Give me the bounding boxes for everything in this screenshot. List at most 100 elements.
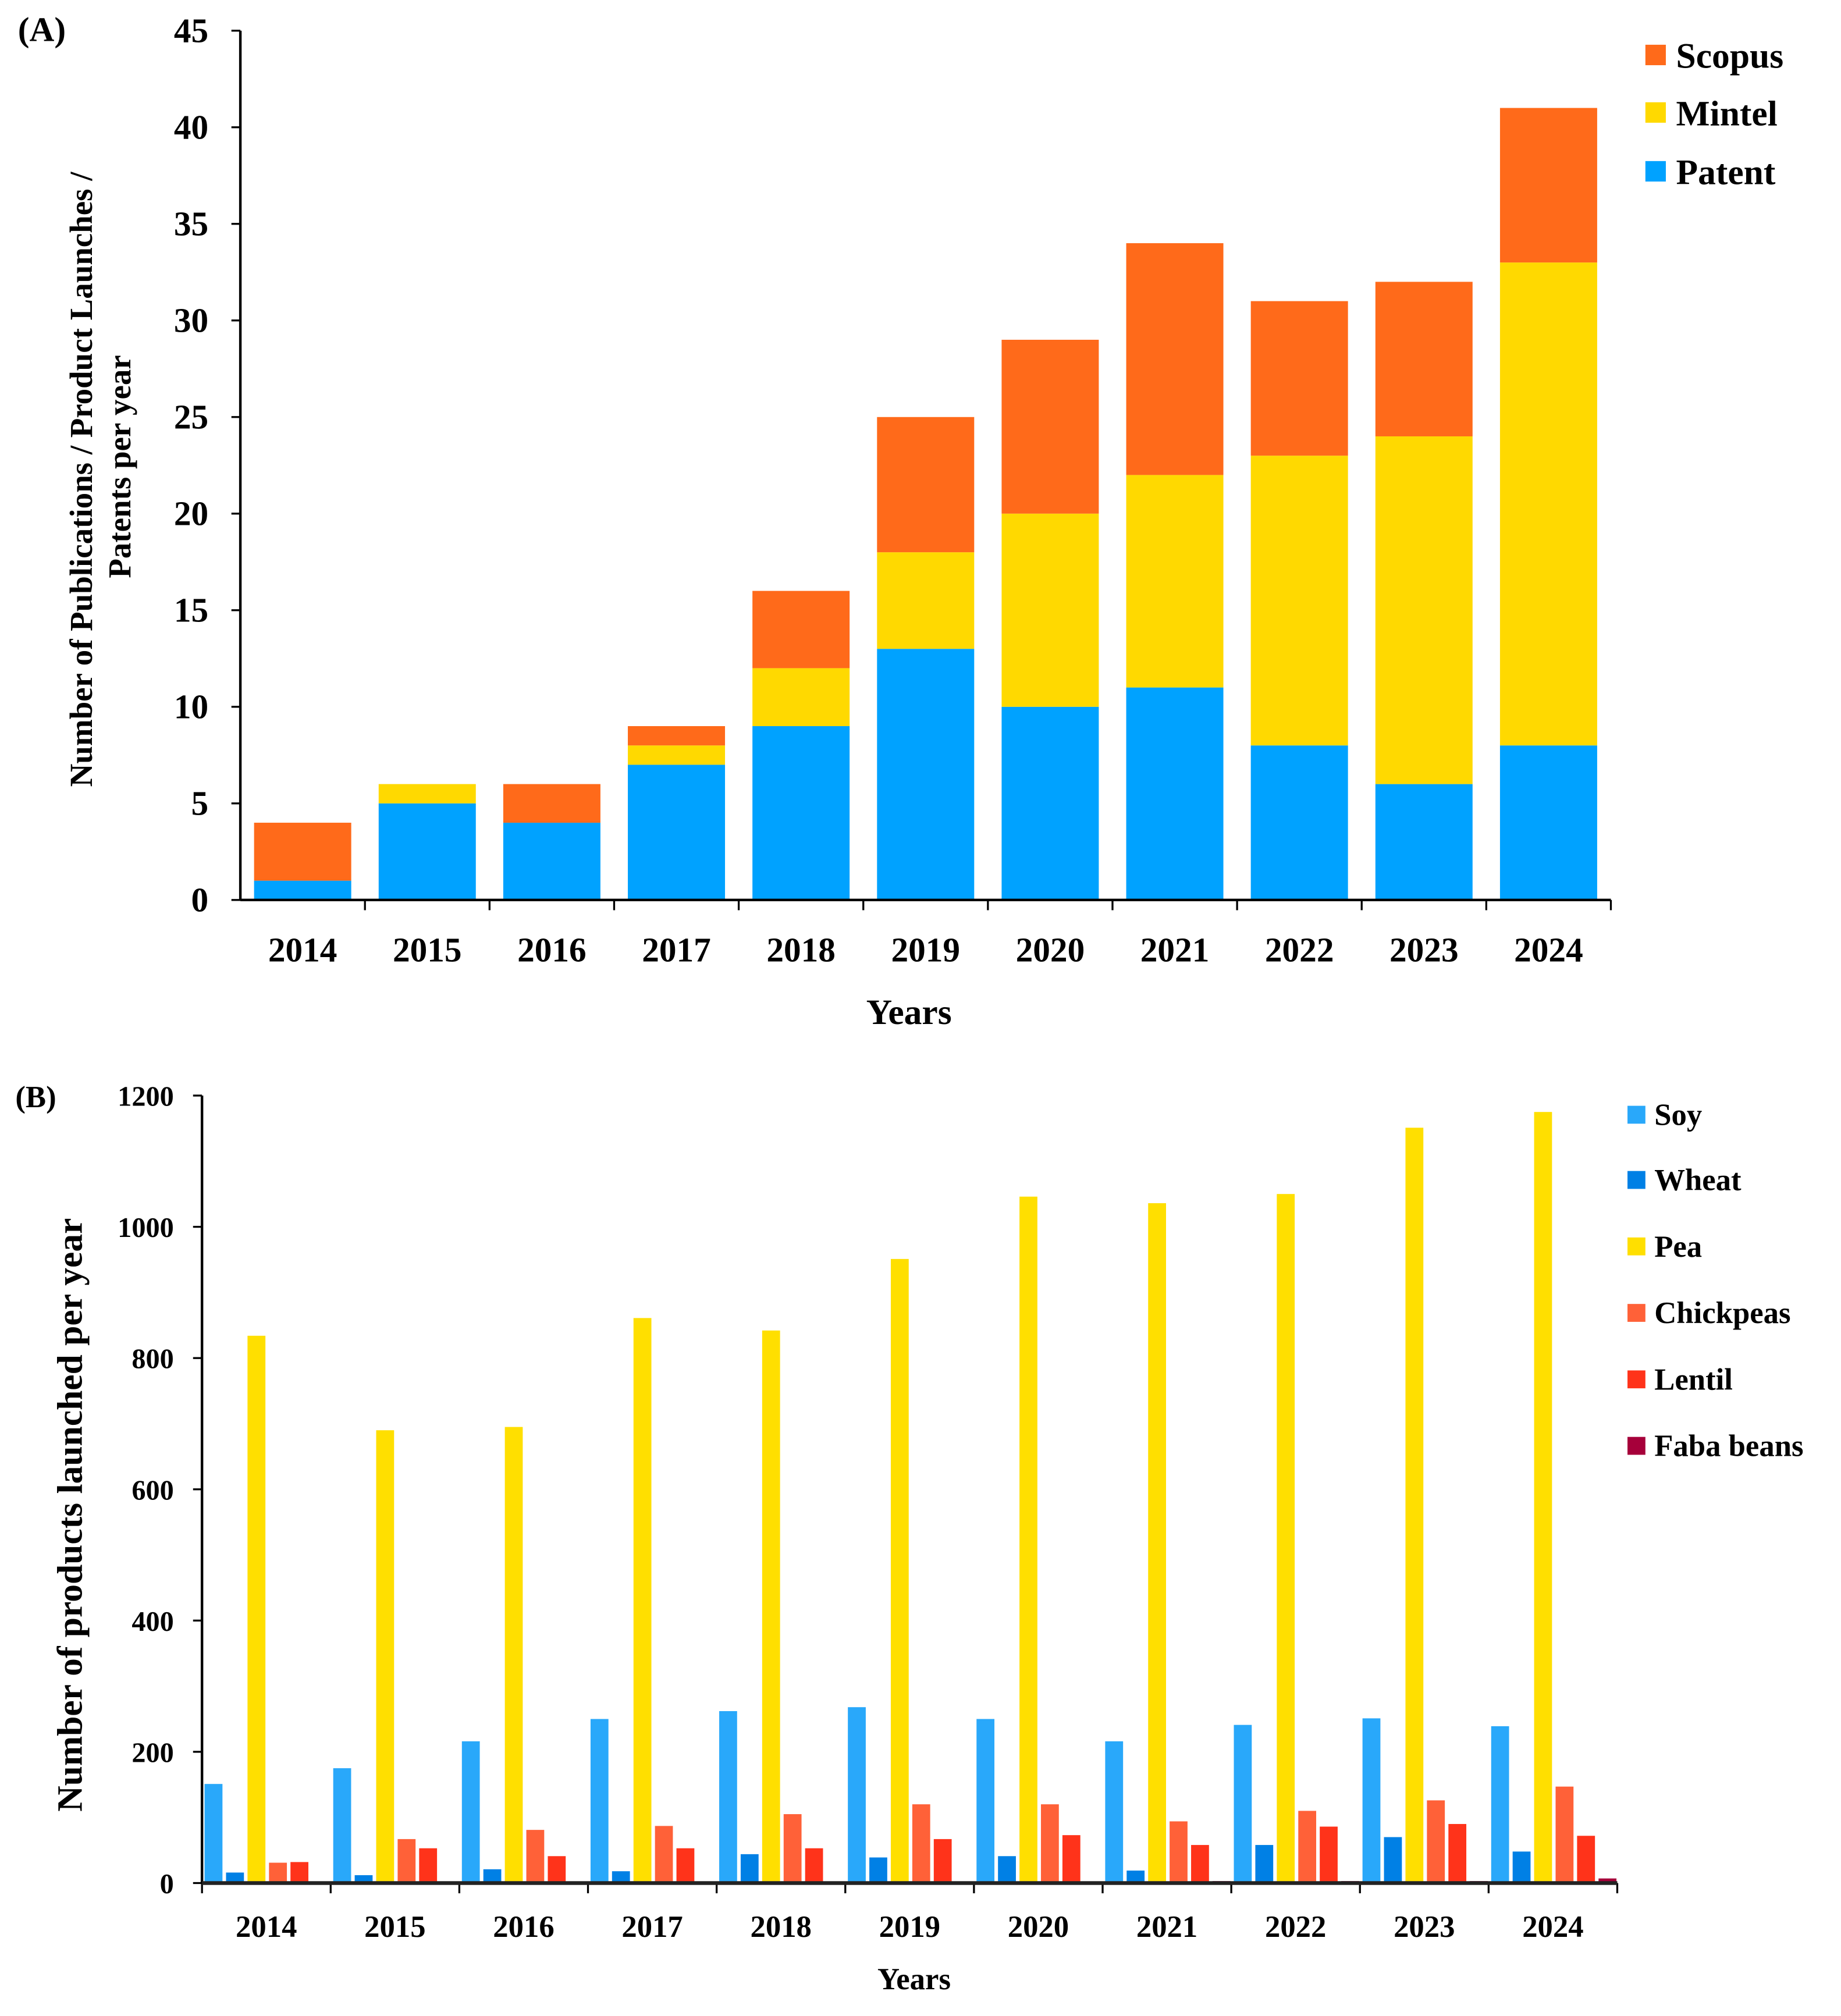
bar-chickpeas-2018 [783,1814,802,1883]
bar-lentil-2016 [548,1856,566,1883]
legend-label-scopus: Scopus [1676,36,1784,76]
legend-label-chickpeas: Chickpeas [1654,1296,1790,1330]
x-tick-label: 2014 [236,1910,297,1944]
legend-label-pea: Pea [1654,1230,1702,1264]
bar-soy-2018 [719,1711,737,1883]
bar-lentil-2018 [805,1848,823,1883]
x-tick-label: 2023 [1389,930,1459,969]
y-tick-label: 35 [174,205,208,243]
bar-wheat-2023 [1384,1837,1402,1883]
legend-label-wheat: Wheat [1654,1164,1742,1197]
bar-wheat-2014 [226,1872,244,1883]
bar-chickpeas-2014 [269,1862,287,1883]
bar-soy-2017 [590,1719,609,1883]
bar-chickpeas-2020 [1041,1804,1059,1883]
bar-chickpeas-2021 [1170,1821,1188,1883]
x-tick-label: 2016 [493,1910,554,1944]
bar-chickpeas-2015 [397,1839,416,1883]
y-axis-title: Number of products launched per year [51,1218,90,1812]
bar-soy-2014 [204,1784,223,1883]
legend-swatch-wheat [1627,1171,1645,1189]
x-tick-label: 2021 [1136,1910,1197,1944]
y-tick-label: 45 [174,12,208,50]
bar-soy-2019 [848,1707,866,1883]
bar-scopus-2024 [1499,108,1597,263]
bar-lentil-2014 [290,1862,308,1883]
x-tick-label: 2022 [1265,1910,1326,1944]
y-tick-label: 0 [191,881,208,919]
y-tick-label: 15 [174,591,208,630]
bar-chickpeas-2023 [1427,1800,1445,1883]
bar-scopus-2017 [628,726,726,746]
x-axis-title: Years [877,1962,951,1996]
y-tick-label: 25 [174,398,208,436]
legend-swatch-pea [1627,1237,1645,1256]
bar-patent-2021 [1126,687,1224,900]
bar-lentil-2021 [1191,1845,1209,1883]
legend-label-patent: Patent [1676,152,1776,192]
bar-patent-2023 [1375,784,1473,900]
bar-mintel-2017 [628,745,726,765]
x-tick-label: 2015 [364,1910,425,1944]
x-tick-label: 2014 [268,930,337,969]
y-axis-title-line-2: Patents per year [102,355,137,578]
legend-swatch-scopus [1645,44,1666,66]
bar-patent-2017 [628,765,726,900]
x-tick-label: 2020 [1008,1910,1069,1944]
x-tick-label: 2017 [621,1910,683,1944]
y-tick-label: 0 [160,1869,174,1900]
bar-scopus-2018 [752,591,850,669]
bar-pea-2019 [890,1258,909,1883]
bar-lentil-2017 [676,1848,695,1883]
y-tick-label: 800 [132,1344,174,1375]
bar-wheat-2020 [998,1856,1016,1883]
bar-soy-2015 [333,1768,351,1883]
bar-wheat-2019 [869,1857,887,1883]
bar-mintel-2022 [1250,456,1348,746]
x-tick-label: 2015 [393,930,462,969]
bar-pea-2020 [1019,1196,1037,1883]
x-tick-label: 2016 [517,930,587,969]
bar-wheat-2024 [1512,1851,1531,1883]
bar-pea-2014 [247,1335,266,1883]
y-tick-label: 400 [132,1606,174,1637]
bar-pea-2023 [1405,1128,1424,1883]
bar-wheat-2016 [483,1869,502,1883]
panel-label-b: (B) [15,1080,56,1114]
y-tick-label: 200 [132,1737,174,1768]
bar-wheat-2021 [1126,1871,1145,1883]
bar-chickpeas-2017 [655,1826,673,1883]
bar-patent-2024 [1499,745,1597,900]
x-tick-label: 2018 [766,930,836,969]
bar-wheat-2022 [1255,1845,1274,1883]
bar-scopus-2021 [1126,243,1224,475]
bar-scopus-2022 [1250,301,1348,456]
bar-soy-2024 [1491,1726,1509,1883]
y-tick-label: 10 [174,688,208,726]
x-tick-label: 2024 [1522,1910,1583,1944]
bar-lentil-2015 [419,1848,438,1883]
bar-wheat-2015 [354,1875,373,1883]
y-tick-label: 1000 [118,1213,174,1243]
bar-scopus-2016 [503,784,600,823]
bar-pea-2021 [1148,1203,1166,1883]
bar-wheat-2018 [740,1854,759,1883]
bar-pea-2022 [1277,1194,1295,1883]
legend-swatch-lentil [1627,1370,1645,1389]
y-axis-title-line-1: Number of Publications / Product Launche… [63,172,99,787]
legend-swatch-faba-beans [1627,1437,1645,1455]
bar-patent-2019 [877,649,975,900]
bar-lentil-2019 [933,1839,952,1883]
x-tick-label: 2022 [1265,930,1334,969]
bar-patent-2020 [1001,706,1099,900]
y-tick-label: 600 [132,1475,174,1506]
bar-pea-2017 [633,1318,652,1883]
x-tick-label: 2020 [1016,930,1085,969]
bar-pea-2016 [504,1427,523,1883]
x-tick-label: 2017 [642,930,711,969]
bar-scopus-2014 [254,823,351,881]
y-tick-label: 30 [174,301,208,340]
y-tick-label: 1200 [118,1082,174,1112]
bar-lentil-2024 [1577,1836,1595,1883]
bar-soy-2022 [1234,1725,1252,1883]
